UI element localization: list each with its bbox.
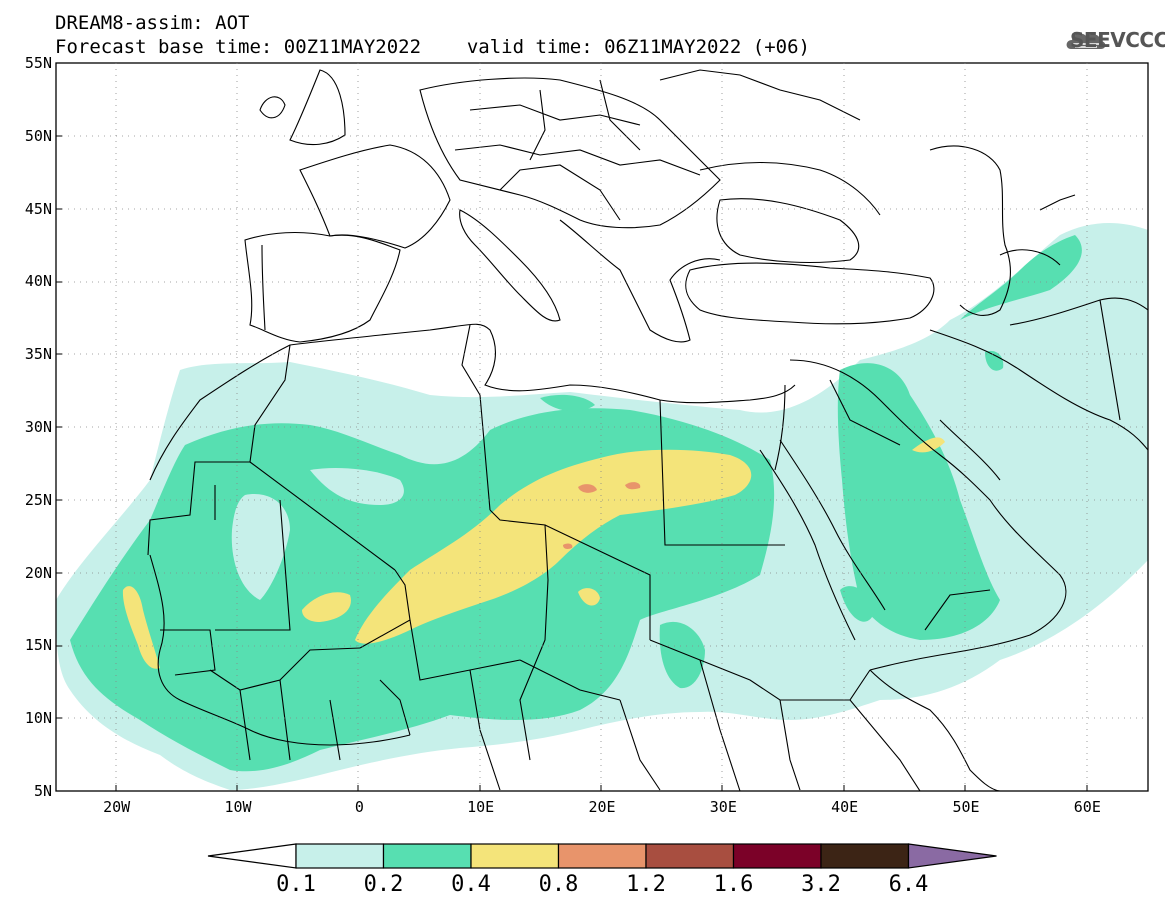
- lat-label: 25N: [24, 490, 52, 509]
- gridlines: [56, 63, 1148, 791]
- lon-label: 10W: [224, 798, 252, 816]
- lon-label: 0: [354, 798, 364, 816]
- colorbar-label: 1.2: [626, 872, 666, 897]
- lon-label: 30E: [709, 798, 737, 816]
- lon-label: 20W: [103, 798, 131, 816]
- colorbar-label: 3.2: [801, 872, 841, 897]
- aot-level-0.4-region: [122, 437, 945, 669]
- colorbar-segment: [295, 843, 385, 869]
- lat-label: 55N: [24, 54, 52, 72]
- colorbar-label: 0.2: [363, 872, 404, 897]
- lon-label: 50E: [952, 798, 980, 816]
- axis-ticks: [56, 62, 1088, 791]
- lat-label: 30N: [24, 418, 52, 436]
- time-line: Forecast base time: 00Z11MAY2022 valid t…: [55, 36, 810, 58]
- lon-label: 40E: [831, 798, 859, 816]
- colorbar-label: 0.1: [276, 872, 316, 897]
- colorbar-segment: [382, 843, 472, 869]
- aot-level-0.8-region: [563, 482, 641, 549]
- colorbar-segment: [470, 843, 560, 869]
- colorbar-segment: [732, 843, 822, 869]
- lon-label: 60E: [1073, 798, 1101, 816]
- colorbar-min-arrow: [207, 843, 297, 869]
- lon-label: 10E: [467, 798, 495, 816]
- lat-label: 50N: [24, 126, 52, 145]
- base-time: Forecast base time: 00Z11MAY2022: [55, 36, 422, 58]
- map-title: DREAM8-assim: AOT: [55, 12, 250, 34]
- lat-label: 35N: [24, 345, 52, 364]
- seevccc-cloud-icon: [1066, 33, 1106, 49]
- colorbar-label: 0.8: [538, 872, 579, 897]
- lat-label: 40N: [24, 272, 52, 291]
- lat-label: 20N: [24, 563, 52, 582]
- aot-low-patches: [231, 468, 404, 600]
- valid-time: valid time: 06Z11MAY2022 (+06): [466, 36, 810, 58]
- colorbar-label: 1.6: [713, 872, 754, 897]
- lon-label: 20E: [588, 798, 616, 816]
- lat-label: 5N: [33, 782, 52, 800]
- colorbar-label: 6.4: [888, 872, 929, 897]
- colorbar-label: 0.4: [451, 872, 491, 897]
- lat-label: 10N: [24, 709, 52, 728]
- colorbar-segment: [645, 843, 735, 869]
- lat-label: 45N: [24, 199, 52, 218]
- country-borders: [147, 69, 1148, 791]
- colorbar-segment: [820, 843, 910, 869]
- seevccc-logo-text: SEEVCCC: [1070, 28, 1165, 52]
- colorbar-segment: [557, 843, 647, 869]
- lat-label: 15N: [24, 636, 52, 655]
- colorbar-max-arrow: [907, 843, 997, 869]
